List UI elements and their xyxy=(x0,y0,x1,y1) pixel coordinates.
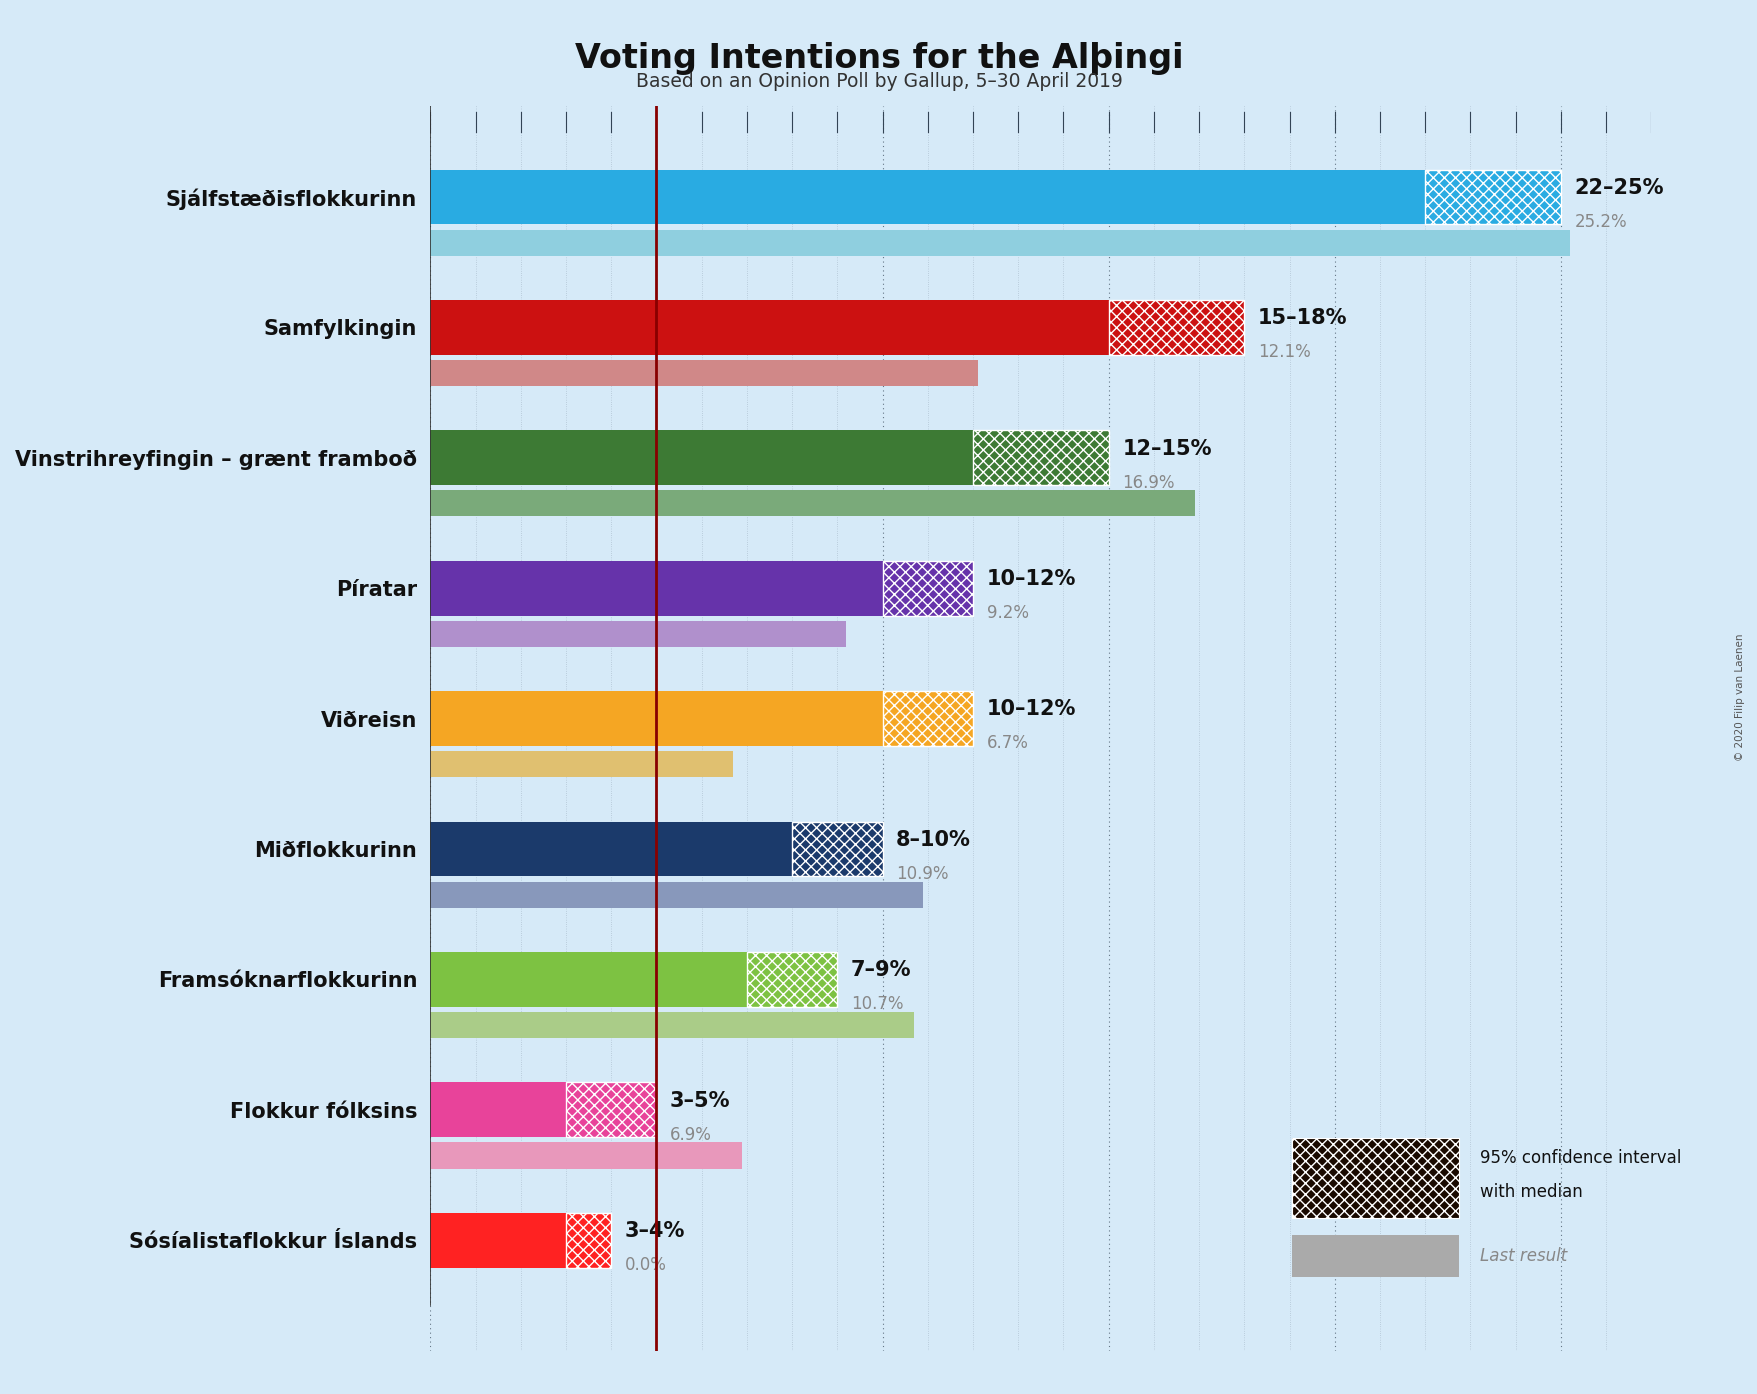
Bar xyxy=(430,1083,566,1138)
Text: 10.9%: 10.9% xyxy=(896,864,949,882)
Bar xyxy=(882,691,972,746)
Text: 25.2%: 25.2% xyxy=(1574,213,1627,230)
Bar xyxy=(792,821,882,877)
Bar xyxy=(430,360,977,386)
Bar xyxy=(430,952,747,1006)
Text: 12–15%: 12–15% xyxy=(1121,439,1211,459)
Bar xyxy=(566,1213,611,1267)
Bar xyxy=(747,952,836,1006)
Bar xyxy=(430,1012,914,1039)
Text: 22–25%: 22–25% xyxy=(1574,178,1664,198)
Bar xyxy=(430,300,1109,354)
Text: with median: with median xyxy=(1479,1184,1581,1200)
Text: 3–5%: 3–5% xyxy=(669,1090,731,1111)
Bar xyxy=(566,1083,655,1138)
Text: 6.7%: 6.7% xyxy=(986,735,1028,753)
Bar xyxy=(430,491,1195,516)
Bar xyxy=(1425,170,1560,224)
Bar xyxy=(566,1083,655,1138)
Text: 6.9%: 6.9% xyxy=(669,1125,712,1143)
Bar xyxy=(430,560,882,616)
Bar xyxy=(566,1213,611,1267)
Text: 3–4%: 3–4% xyxy=(624,1221,685,1241)
Bar xyxy=(430,431,972,485)
Bar xyxy=(430,1213,566,1267)
Text: 10.7%: 10.7% xyxy=(850,995,903,1013)
Text: Voting Intentions for the Alþingi: Voting Intentions for the Alþingi xyxy=(575,42,1182,75)
Bar xyxy=(1109,300,1244,354)
Bar xyxy=(430,230,1569,255)
Text: 16.9%: 16.9% xyxy=(1121,474,1174,492)
Text: © 2020 Filip van Laenen: © 2020 Filip van Laenen xyxy=(1734,633,1745,761)
Text: 8–10%: 8–10% xyxy=(896,829,970,850)
Bar xyxy=(972,431,1109,485)
Bar xyxy=(882,691,972,746)
Bar xyxy=(882,560,972,616)
Text: 0.0%: 0.0% xyxy=(624,1256,666,1274)
Bar xyxy=(430,170,1425,224)
Bar xyxy=(430,821,792,877)
Bar xyxy=(430,691,882,746)
Bar xyxy=(792,821,882,877)
Text: 9.2%: 9.2% xyxy=(986,604,1028,622)
Text: 95% confidence interval: 95% confidence interval xyxy=(1479,1150,1681,1167)
Text: Based on an Opinion Poll by Gallup, 5–30 April 2019: Based on an Opinion Poll by Gallup, 5–30… xyxy=(636,72,1121,92)
Text: 7–9%: 7–9% xyxy=(850,960,910,980)
Text: 10–12%: 10–12% xyxy=(986,569,1075,590)
Bar xyxy=(430,881,922,907)
Bar xyxy=(747,952,836,1006)
Bar xyxy=(882,560,972,616)
Bar xyxy=(430,620,845,647)
Text: Last result: Last result xyxy=(1479,1248,1567,1264)
Text: 15–18%: 15–18% xyxy=(1258,308,1346,328)
Text: 10–12%: 10–12% xyxy=(986,700,1075,719)
Text: 12.1%: 12.1% xyxy=(1258,343,1311,361)
Bar xyxy=(972,431,1109,485)
Bar xyxy=(430,751,733,778)
Bar xyxy=(1425,170,1560,224)
Bar xyxy=(430,1143,741,1168)
Bar xyxy=(1109,300,1244,354)
